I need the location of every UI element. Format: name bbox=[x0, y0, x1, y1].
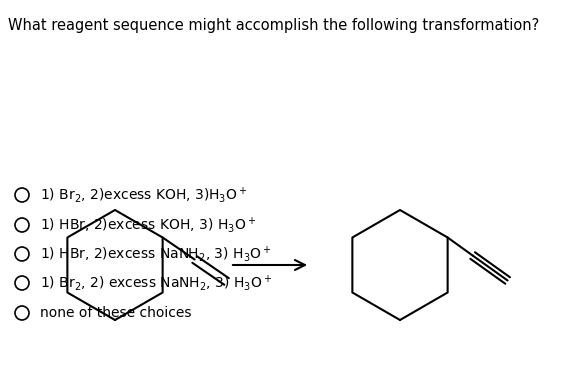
Text: none of these choices: none of these choices bbox=[40, 306, 192, 320]
Text: 1) HBr, 2)excess NaNH$_2$, 3) H$_3$O$^+$: 1) HBr, 2)excess NaNH$_2$, 3) H$_3$O$^+$ bbox=[40, 244, 272, 264]
Text: 1) Br$_2$, 2)excess KOH, 3)H$_3$O$^+$: 1) Br$_2$, 2)excess KOH, 3)H$_3$O$^+$ bbox=[40, 185, 247, 205]
Text: 1) Br$_2$, 2) excess NaNH$_2$, 3) H$_3$O$^+$: 1) Br$_2$, 2) excess NaNH$_2$, 3) H$_3$O… bbox=[40, 273, 272, 293]
Text: What reagent sequence might accomplish the following transformation?: What reagent sequence might accomplish t… bbox=[8, 18, 539, 33]
Text: 1) HBr, 2)excess KOH, 3) H$_3$O$^+$: 1) HBr, 2)excess KOH, 3) H$_3$O$^+$ bbox=[40, 215, 256, 235]
